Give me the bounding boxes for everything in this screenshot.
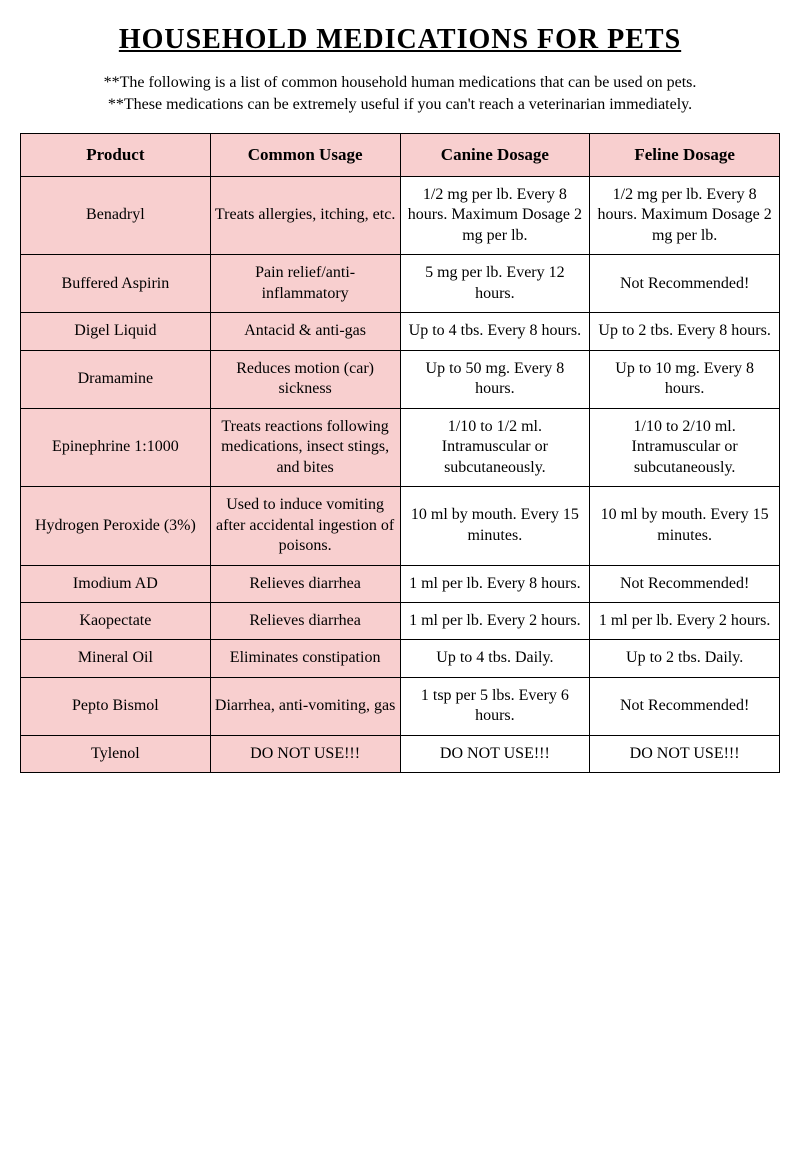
cell-usage: Treats reactions following medications, … — [210, 408, 400, 486]
table-header-row: Product Common Usage Canine Dosage Felin… — [21, 134, 780, 177]
table-row: Buffered AspirinPain relief/anti-inflamm… — [21, 255, 780, 313]
cell-feline: 1/2 mg per lb. Every 8 hours. Maximum Do… — [590, 176, 780, 254]
cell-feline: Not Recommended! — [590, 255, 780, 313]
cell-canine: Up to 50 mg. Every 8 hours. — [400, 350, 590, 408]
cell-product: Buffered Aspirin — [21, 255, 211, 313]
table-row: Mineral OilEliminates constipationUp to … — [21, 640, 780, 677]
cell-product: Digel Liquid — [21, 313, 211, 350]
cell-usage: Pain relief/anti-inflammatory — [210, 255, 400, 313]
cell-feline: 1 ml per lb. Every 2 hours. — [590, 602, 780, 639]
cell-feline: Not Recommended! — [590, 677, 780, 735]
subtitle-line-2: **These medications can be extremely use… — [108, 96, 692, 113]
cell-canine: 1/2 mg per lb. Every 8 hours. Maximum Do… — [400, 176, 590, 254]
cell-canine: 10 ml by mouth. Every 15 minutes. — [400, 487, 590, 565]
page-title: HOUSEHOLD MEDICATIONS FOR PETS — [20, 24, 780, 56]
col-usage: Common Usage — [210, 134, 400, 177]
table-row: Hydrogen Peroxide (3%)Used to induce vom… — [21, 487, 780, 565]
col-canine: Canine Dosage — [400, 134, 590, 177]
cell-product: Benadryl — [21, 176, 211, 254]
table-row: Imodium ADRelieves diarrhea1 ml per lb. … — [21, 565, 780, 602]
cell-feline: Not Recommended! — [590, 565, 780, 602]
table-row: Epinephrine 1:1000Treats reactions follo… — [21, 408, 780, 486]
table-row: BenadrylTreats allergies, itching, etc.1… — [21, 176, 780, 254]
cell-product: Epinephrine 1:1000 — [21, 408, 211, 486]
cell-product: Hydrogen Peroxide (3%) — [21, 487, 211, 565]
cell-usage: Eliminates constipation — [210, 640, 400, 677]
table-row: DramamineReduces motion (car) sicknessUp… — [21, 350, 780, 408]
cell-feline: 10 ml by mouth. Every 15 minutes. — [590, 487, 780, 565]
cell-product: Imodium AD — [21, 565, 211, 602]
cell-canine: 1 ml per lb. Every 8 hours. — [400, 565, 590, 602]
cell-canine: 5 mg per lb. Every 12 hours. — [400, 255, 590, 313]
col-feline: Feline Dosage — [590, 134, 780, 177]
cell-usage: Reduces motion (car) sickness — [210, 350, 400, 408]
subtitle: **The following is a list of common hous… — [20, 72, 780, 115]
table-row: KaopectateRelieves diarrhea1 ml per lb. … — [21, 602, 780, 639]
cell-usage: Treats allergies, itching, etc. — [210, 176, 400, 254]
cell-feline: Up to 10 mg. Every 8 hours. — [590, 350, 780, 408]
cell-feline: 1/10 to 2/10 ml. Intramuscular or subcut… — [590, 408, 780, 486]
cell-usage: Used to induce vomiting after accidental… — [210, 487, 400, 565]
table-row: Digel LiquidAntacid & anti-gasUp to 4 tb… — [21, 313, 780, 350]
cell-canine: 1 tsp per 5 lbs. Every 6 hours. — [400, 677, 590, 735]
cell-usage: Antacid & anti-gas — [210, 313, 400, 350]
cell-feline: Up to 2 tbs. Every 8 hours. — [590, 313, 780, 350]
cell-usage: DO NOT USE!!! — [210, 735, 400, 772]
cell-product: Tylenol — [21, 735, 211, 772]
cell-product: Pepto Bismol — [21, 677, 211, 735]
cell-usage: Relieves diarrhea — [210, 602, 400, 639]
table-row: Pepto BismolDiarrhea, anti-vomiting, gas… — [21, 677, 780, 735]
cell-usage: Diarrhea, anti-vomiting, gas — [210, 677, 400, 735]
medications-table: Product Common Usage Canine Dosage Felin… — [20, 133, 780, 773]
cell-canine: Up to 4 tbs. Every 8 hours. — [400, 313, 590, 350]
subtitle-line-1: **The following is a list of common hous… — [104, 74, 697, 91]
cell-feline: Up to 2 tbs. Daily. — [590, 640, 780, 677]
cell-canine: Up to 4 tbs. Daily. — [400, 640, 590, 677]
cell-canine: 1 ml per lb. Every 2 hours. — [400, 602, 590, 639]
cell-feline: DO NOT USE!!! — [590, 735, 780, 772]
cell-product: Mineral Oil — [21, 640, 211, 677]
cell-product: Dramamine — [21, 350, 211, 408]
cell-canine: 1/10 to 1/2 ml. Intramuscular or subcuta… — [400, 408, 590, 486]
cell-product: Kaopectate — [21, 602, 211, 639]
cell-usage: Relieves diarrhea — [210, 565, 400, 602]
table-row: TylenolDO NOT USE!!!DO NOT USE!!!DO NOT … — [21, 735, 780, 772]
cell-canine: DO NOT USE!!! — [400, 735, 590, 772]
col-product: Product — [21, 134, 211, 177]
